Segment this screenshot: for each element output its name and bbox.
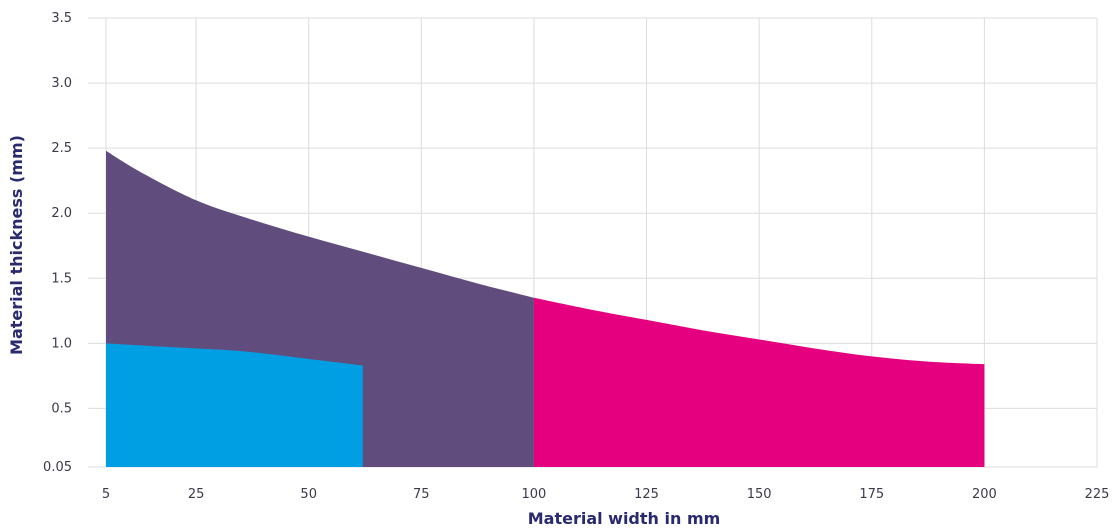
x-tick-label: 200: [972, 487, 997, 502]
x-tick-label: 50: [300, 487, 317, 502]
y-axis-label: Material thickness (mm): [7, 135, 26, 355]
y-tick-label: 3.0: [51, 76, 72, 91]
x-tick-label: 175: [859, 487, 884, 502]
x-tick-label: 25: [188, 487, 205, 502]
y-tick-label: 1.5: [51, 271, 72, 286]
y-axis-ticks: 0.05 0.5 1.0 1.5 2.0 2.5 3.0 3.5: [43, 11, 72, 475]
area-series: [106, 150, 985, 467]
y-tick-label: 3.5: [51, 11, 72, 26]
x-tick-label: 5: [102, 487, 110, 502]
x-tick-label: 125: [634, 487, 659, 502]
y-tick-label: 0.05: [43, 460, 72, 475]
area-series-2: [533, 297, 985, 467]
area-series-3: [106, 343, 363, 467]
y-tick-label: 2.5: [51, 141, 72, 156]
y-tick-label: 1.0: [51, 336, 72, 351]
y-tick-label: 2.0: [51, 206, 72, 221]
x-axis-ticks: 5 25 50 75 100 125 150 175 200 225: [102, 487, 1110, 502]
x-tick-label: 75: [413, 487, 430, 502]
x-tick-label: 150: [747, 487, 772, 502]
x-tick-label: 225: [1085, 487, 1110, 502]
x-axis-label: Material width in mm: [528, 509, 721, 528]
x-tick-label: 100: [522, 487, 547, 502]
y-tick-label: 0.5: [51, 401, 72, 416]
